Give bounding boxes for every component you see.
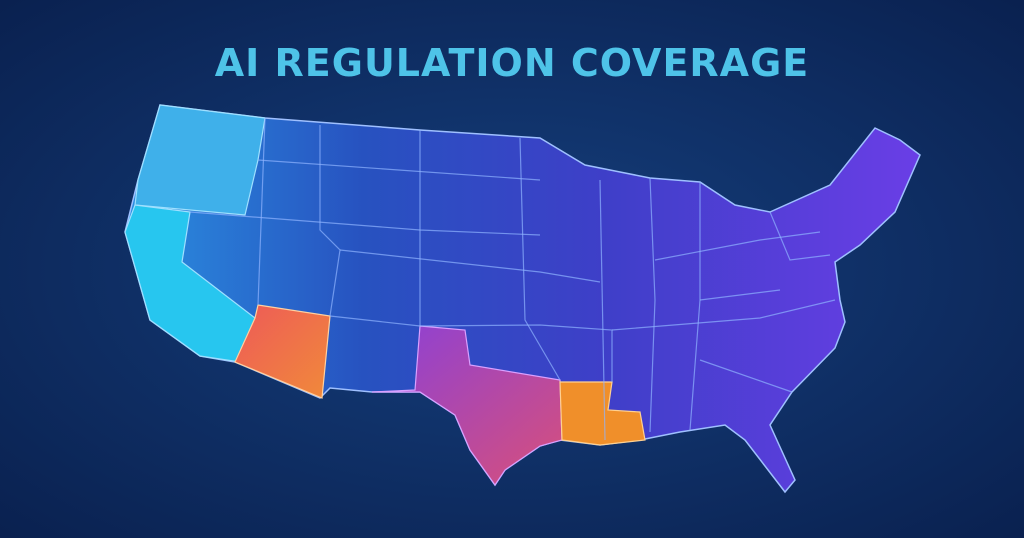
country-outline: [124, 104, 921, 494]
state-borders: [189, 117, 836, 441]
louisiana: [559, 381, 646, 446]
texas: [371, 325, 563, 487]
arizona: [234, 304, 331, 399]
map-title: AI REGULATION COVERAGE: [215, 41, 809, 85]
us-map: [124, 104, 921, 494]
